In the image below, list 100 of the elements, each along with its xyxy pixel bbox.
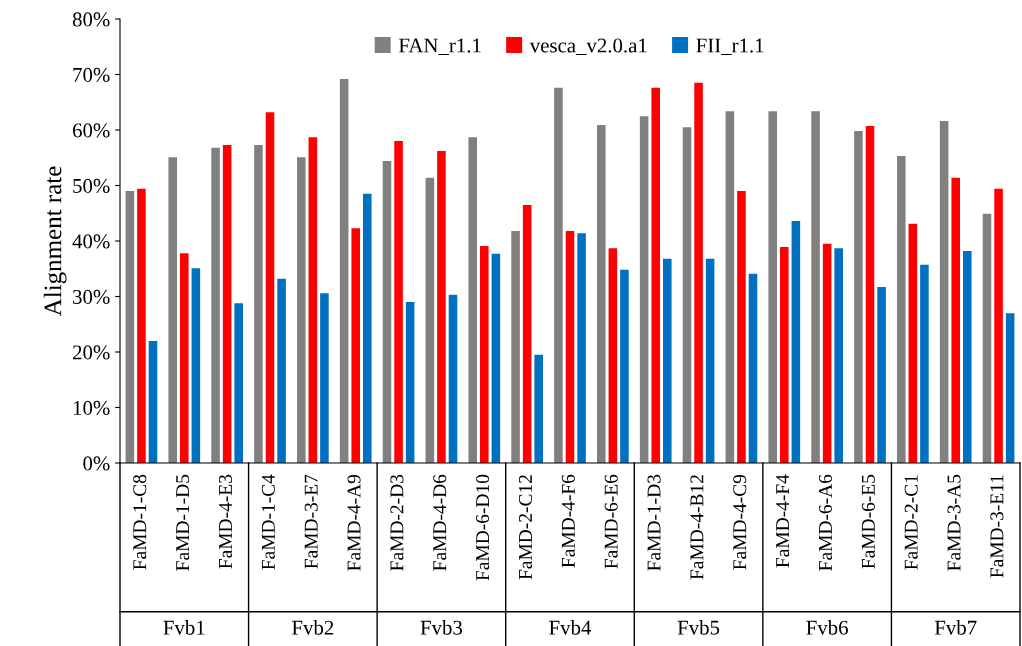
- y-axis-title: Alignment rate: [43, 166, 67, 317]
- y-tick-label: 80%: [72, 12, 110, 27]
- bar: [768, 111, 777, 463]
- x-tick-label: FaMD-4-A9: [347, 474, 361, 571]
- bar: [920, 264, 929, 463]
- x-tick-label: FaMD-2-C1: [904, 475, 918, 570]
- bar: [780, 247, 789, 463]
- bar: [939, 121, 949, 463]
- bar: [448, 294, 458, 463]
- bar: [137, 188, 146, 463]
- bar: [437, 151, 446, 463]
- bar: [425, 177, 435, 463]
- bar: [694, 82, 703, 463]
- y-tick-label: 40%: [72, 234, 110, 249]
- bar: [682, 127, 692, 463]
- bar: [963, 250, 972, 463]
- text: Fvb6: [806, 620, 848, 635]
- bar: [608, 248, 618, 463]
- x-tick-label: FaMD-4-D6: [433, 474, 447, 571]
- bar: [620, 269, 629, 463]
- bar: [822, 243, 832, 463]
- bar: [148, 340, 158, 463]
- bar: [982, 213, 992, 463]
- bar: [405, 302, 415, 463]
- x-tick-label: FaMD-6-E5: [861, 474, 875, 569]
- bar: [705, 258, 715, 463]
- bar: [125, 191, 135, 463]
- bar: [254, 144, 263, 463]
- bar: [382, 161, 392, 463]
- x-tick-label: FaMD-2-C12: [518, 475, 533, 580]
- x-tick-label: FaMD-3-E11: [990, 475, 1004, 578]
- bar: [597, 125, 606, 463]
- bar: [480, 246, 489, 463]
- x-tick-label: FaMD-3-A5: [947, 474, 961, 571]
- bar: [897, 156, 906, 463]
- text: Fvb3: [420, 620, 463, 635]
- text: Fvb7: [934, 620, 977, 635]
- bar: [748, 273, 758, 463]
- bar: [994, 188, 1003, 463]
- y-tick-label: 0%: [83, 456, 110, 471]
- bar: [277, 278, 286, 463]
- text: Fvb5: [677, 620, 720, 635]
- x-tick-label: FaMD-6-A6: [818, 474, 833, 571]
- text: Fvb1: [163, 620, 205, 635]
- bar: [725, 111, 735, 463]
- legend-label: FII_r1.1: [696, 38, 764, 56]
- legend-label: vesca_v2.0.a1: [529, 38, 647, 56]
- bar: [297, 157, 306, 463]
- bar: [180, 253, 189, 463]
- x-tick-label: FaMD-4-F6: [561, 474, 575, 568]
- bar: [534, 354, 543, 463]
- x-tick-label: FaMD-1-D5: [176, 474, 190, 571]
- bar: [1005, 313, 1015, 463]
- x-tick-label: FaMD-6-E6: [604, 474, 618, 569]
- bar: [363, 193, 372, 463]
- bar: [951, 177, 960, 463]
- bar: [565, 231, 575, 463]
- bar: [522, 204, 532, 463]
- x-tick-label: FaMD-4-C9: [733, 474, 747, 570]
- x-tick-label: FaMD-3-E7: [304, 474, 318, 569]
- bar: [168, 157, 177, 463]
- y-tick-label: 20%: [73, 345, 110, 360]
- bar: [554, 87, 563, 463]
- bar: [639, 116, 649, 463]
- bar: [351, 228, 360, 463]
- x-tick-label: FaMD-4-E3: [218, 474, 233, 569]
- bar: [877, 287, 886, 463]
- bar: [811, 111, 820, 463]
- bar: [191, 268, 201, 463]
- bar: [663, 258, 672, 463]
- x-tick-label: FaMD-6-D10: [476, 474, 490, 581]
- y-tick-label: 30%: [73, 289, 110, 304]
- bar: [320, 293, 329, 463]
- text: Fvb2: [292, 620, 334, 635]
- x-tick-label: FaMD-1-C4: [261, 474, 275, 570]
- bar: [491, 253, 501, 463]
- x-tick-label: FaMD-1-C8: [133, 474, 147, 570]
- text: Fvb4: [549, 620, 592, 635]
- legend-label: FAN_r1.1: [398, 38, 481, 56]
- bar: [834, 248, 843, 463]
- bar: [511, 231, 520, 463]
- bar: [854, 131, 863, 463]
- y-tick-label: 70%: [73, 67, 110, 82]
- y-tick-label: 50%: [73, 178, 110, 193]
- bar: [577, 233, 586, 463]
- x-tick-label: FaMD-4-B12: [690, 475, 704, 580]
- bar: [468, 137, 477, 463]
- y-tick-label: 10%: [73, 400, 110, 415]
- y-tick-label: 60%: [72, 123, 110, 138]
- bar: [308, 137, 318, 463]
- bar: [339, 78, 349, 463]
- x-tick-label: FaMD-1-D3: [647, 474, 661, 571]
- bar: [234, 303, 243, 463]
- bar: [211, 147, 220, 463]
- bar: [791, 221, 801, 463]
- bar: [737, 191, 746, 463]
- bar: [265, 112, 275, 463]
- x-tick-label: FaMD-4-F4: [776, 474, 790, 568]
- bar: [222, 144, 232, 463]
- bar: [394, 141, 403, 463]
